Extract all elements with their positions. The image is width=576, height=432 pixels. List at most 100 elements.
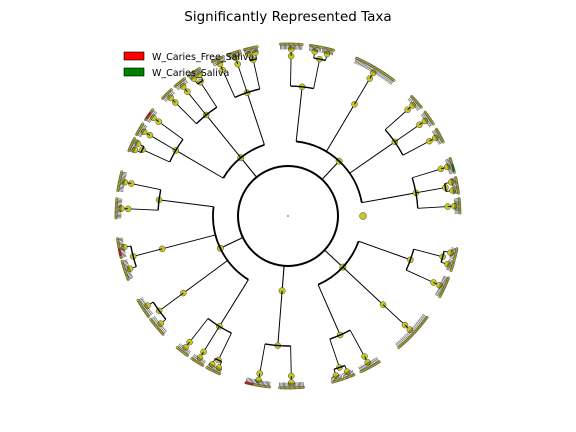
phylum-arc (212, 206, 249, 281)
clade-branch (329, 338, 340, 368)
clade-branch (128, 208, 159, 211)
clade-branch (199, 81, 218, 108)
clade-branch (174, 102, 197, 125)
leaf-node (133, 137, 136, 140)
root-node (287, 215, 289, 217)
phylum-branch (240, 157, 257, 178)
class-branch (162, 234, 216, 250)
clade-branch (142, 149, 170, 163)
phylum-branch (321, 160, 340, 180)
class-branch (218, 279, 249, 327)
clade-branch (313, 59, 321, 89)
clade-arc (440, 251, 445, 263)
kingdom-ring (237, 165, 339, 267)
clade-arc (152, 301, 167, 320)
clade-branch (417, 206, 448, 209)
clade-branch (412, 168, 442, 179)
leaf-node (300, 43, 304, 47)
legend-swatch-caries-free (123, 51, 145, 61)
clade-branch (222, 69, 236, 98)
clade-branch (382, 304, 406, 326)
class-branch (295, 86, 303, 142)
leaf-node (449, 269, 453, 273)
leaf-node (221, 55, 225, 59)
clade-branch (259, 343, 266, 374)
class-branch (205, 114, 242, 159)
class-branch (175, 149, 224, 179)
leaf-node (175, 346, 179, 349)
clade-branch (402, 140, 430, 156)
clade-arc (384, 129, 404, 156)
clade-arc (290, 85, 314, 90)
leaf-node (278, 386, 281, 390)
leaf-node (198, 67, 201, 70)
clade-branch (131, 183, 161, 191)
leaf-node (115, 197, 119, 201)
class-branch (158, 199, 214, 208)
clade-branch (158, 292, 184, 312)
clade-branch (252, 59, 261, 90)
leaf-node (441, 140, 445, 144)
class-branch (349, 141, 396, 174)
clade-branch (384, 109, 408, 131)
leaf-node (116, 237, 119, 241)
leaf-node (332, 48, 336, 52)
phylum-branch (324, 249, 344, 268)
leaf-node (205, 366, 209, 370)
kingdom-node (359, 212, 367, 220)
clade-branch (415, 187, 446, 194)
leaf-node (183, 77, 187, 81)
clade-branch (354, 78, 371, 105)
clade-branch (290, 345, 292, 376)
leaf-node (190, 357, 194, 361)
phylum-branch (281, 265, 285, 291)
leaf-node (238, 49, 242, 53)
leaf-node (392, 79, 396, 82)
clade-branch (237, 63, 248, 93)
leaf-node (452, 170, 456, 174)
leaf-node (359, 370, 363, 374)
clade-branch (203, 326, 220, 353)
class-branch (325, 104, 355, 152)
leaf-node (149, 318, 153, 321)
leaf-node (151, 108, 155, 112)
clade-branch (394, 124, 420, 143)
leaf-node (255, 45, 259, 49)
leaf-node (141, 122, 145, 126)
leaf-node (431, 122, 435, 126)
chart-title: Significantly Represented Taxa (184, 9, 391, 25)
clade-branch (189, 318, 209, 343)
clade-branch (186, 91, 207, 116)
clade-arc (169, 138, 184, 163)
clade-branch (290, 56, 292, 87)
legend-swatch-caries (123, 67, 145, 77)
leaf-node (397, 346, 401, 350)
legend-label-caries: W_Caries_Saliva (152, 68, 229, 79)
class-branch (361, 192, 417, 204)
phylum-arc (296, 140, 363, 203)
clade-branch (413, 248, 443, 258)
clade-branch (406, 269, 434, 283)
cladogram-tree (114, 42, 462, 390)
class-branch (246, 92, 265, 145)
leaf-node (169, 88, 173, 92)
leaf-node (136, 298, 140, 302)
leaf-node (419, 105, 423, 109)
phylum-branch (220, 237, 244, 249)
leaf-node (120, 170, 124, 174)
leaf-node (458, 211, 462, 215)
clade-branch (158, 121, 184, 140)
clade-arc (195, 106, 218, 125)
leaf-node (438, 295, 442, 299)
legend: W_Caries_Free_Saliva W_Caries_Saliva (123, 51, 254, 79)
clade-branch (217, 332, 232, 361)
clade-branch (133, 248, 163, 257)
class-branch (317, 284, 341, 336)
leaf-node (120, 259, 124, 263)
phylum-arc (317, 240, 360, 286)
leaf-node (457, 191, 460, 195)
class-branch (277, 290, 283, 346)
class-branch (183, 260, 228, 294)
leaf-node (244, 381, 248, 385)
